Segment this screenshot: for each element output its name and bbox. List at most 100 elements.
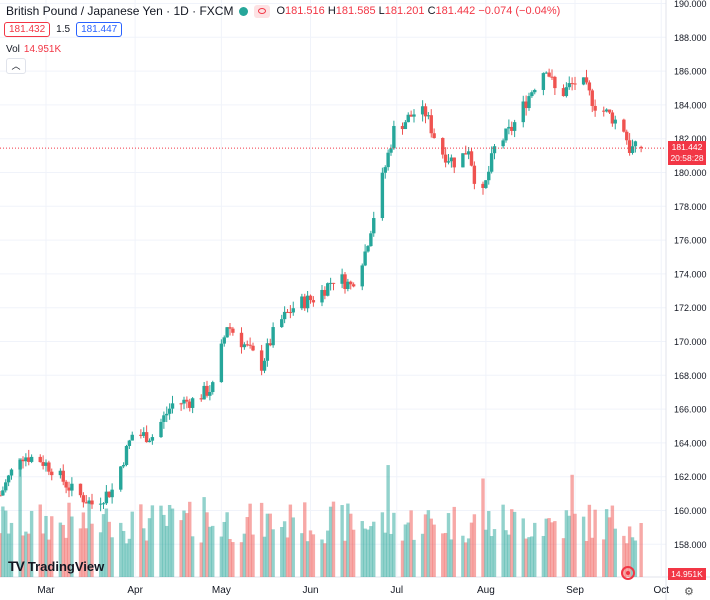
candle-body xyxy=(251,345,255,351)
volume-bar xyxy=(78,528,83,577)
volume-bar xyxy=(303,502,307,577)
candle-body xyxy=(386,152,390,168)
candle-body xyxy=(524,101,528,109)
volume-bar xyxy=(524,538,528,577)
x-tick-label: Oct xyxy=(653,585,669,596)
candle-body xyxy=(208,392,212,396)
candle-body xyxy=(587,82,592,91)
volume-bar xyxy=(144,540,149,577)
volume-bar xyxy=(484,529,488,577)
volume-bar xyxy=(426,510,431,577)
candle-body xyxy=(27,457,31,462)
candle-body xyxy=(633,141,638,147)
volume-bar xyxy=(147,518,152,577)
gear-icon[interactable]: ⚙ xyxy=(684,586,694,598)
x-tick-label: May xyxy=(212,585,231,596)
x-tick-label: Jul xyxy=(390,585,403,596)
volume-bar xyxy=(67,502,71,577)
candle-body xyxy=(205,385,209,396)
volume-bar xyxy=(547,518,551,577)
volume-bar xyxy=(489,536,494,577)
volume-bar xyxy=(285,537,290,577)
volume-bar xyxy=(130,511,134,577)
candle-body xyxy=(630,146,635,153)
candle-body xyxy=(489,153,494,172)
tradingview-logo: TV TradingView xyxy=(8,558,104,574)
candle-body xyxy=(50,471,54,476)
candle-body xyxy=(219,343,224,383)
candle-body xyxy=(561,88,566,97)
volume-bar xyxy=(349,513,353,577)
volume-bar xyxy=(170,508,175,577)
volume-bar xyxy=(165,525,169,577)
volume-bar xyxy=(553,521,557,577)
candle-body xyxy=(400,125,405,130)
candle-body xyxy=(107,491,111,498)
volume-bar xyxy=(386,465,390,577)
candle-body xyxy=(162,415,166,422)
sell-button[interactable]: 181.432 xyxy=(4,22,51,37)
volume-bar xyxy=(265,513,270,577)
volume-bar xyxy=(326,530,330,577)
volume-bar xyxy=(4,510,8,577)
volume-bar xyxy=(567,515,571,577)
buy-button[interactable]: 181.447 xyxy=(76,22,123,37)
volume-bar xyxy=(512,511,517,577)
candle-body xyxy=(202,385,206,400)
volume-bar xyxy=(179,520,183,577)
candle-body xyxy=(406,114,410,123)
candle-body xyxy=(547,72,551,77)
volume-bar xyxy=(604,509,609,577)
volume-bar xyxy=(44,515,48,577)
volume-bar xyxy=(231,542,235,577)
volume-bar xyxy=(81,512,86,577)
candle-body xyxy=(18,459,22,470)
volume-bar xyxy=(211,525,215,577)
volume-bar xyxy=(507,534,511,577)
volume-bar xyxy=(412,539,416,577)
candle-body xyxy=(121,464,126,467)
candle-body xyxy=(613,119,617,124)
volume-bar xyxy=(242,533,247,577)
eye-icon[interactable] xyxy=(254,4,271,18)
candle-body xyxy=(165,413,169,416)
candle-body xyxy=(340,274,344,284)
y-tick-label: 170.000 xyxy=(674,337,707,347)
volume-bar xyxy=(110,537,114,577)
volume-bar xyxy=(564,510,569,577)
volume-bar xyxy=(280,527,284,577)
candle-body xyxy=(389,148,393,153)
volume-label: Vol xyxy=(6,44,20,55)
volume-bar xyxy=(610,505,615,577)
volume-bar xyxy=(429,518,433,577)
candle-body xyxy=(179,403,183,405)
go-to-realtime-icon[interactable] xyxy=(621,566,635,580)
volume-bar xyxy=(593,509,597,577)
candle-body xyxy=(507,126,511,129)
collapse-legend-button[interactable]: ︿ xyxy=(6,58,26,74)
volume-bar xyxy=(47,539,51,577)
volume-bar xyxy=(182,510,186,577)
volume-bar xyxy=(446,513,451,577)
candle-body xyxy=(326,283,330,296)
candle-body xyxy=(625,131,629,141)
volume-bar xyxy=(248,503,252,577)
volume-bar xyxy=(466,538,471,577)
volume-bar xyxy=(205,512,209,577)
volume-bar xyxy=(121,530,126,577)
volume-bar xyxy=(185,513,189,577)
candle-body xyxy=(211,382,215,393)
volume-bar xyxy=(29,510,34,577)
candle-body xyxy=(610,112,615,124)
volume-bar xyxy=(38,504,42,577)
volume-bar xyxy=(403,524,408,577)
y-tick-label: 184.000 xyxy=(674,100,707,110)
volume-bar xyxy=(228,538,232,577)
volume-bar xyxy=(400,540,405,577)
ohlc-values: O181.516 H181.585 L181.201 C181.442 −0.0… xyxy=(276,5,561,17)
volume-bar xyxy=(320,539,324,577)
x-tick-label: Apr xyxy=(127,585,143,596)
candle-body xyxy=(61,470,65,482)
volume-bar xyxy=(432,524,436,577)
